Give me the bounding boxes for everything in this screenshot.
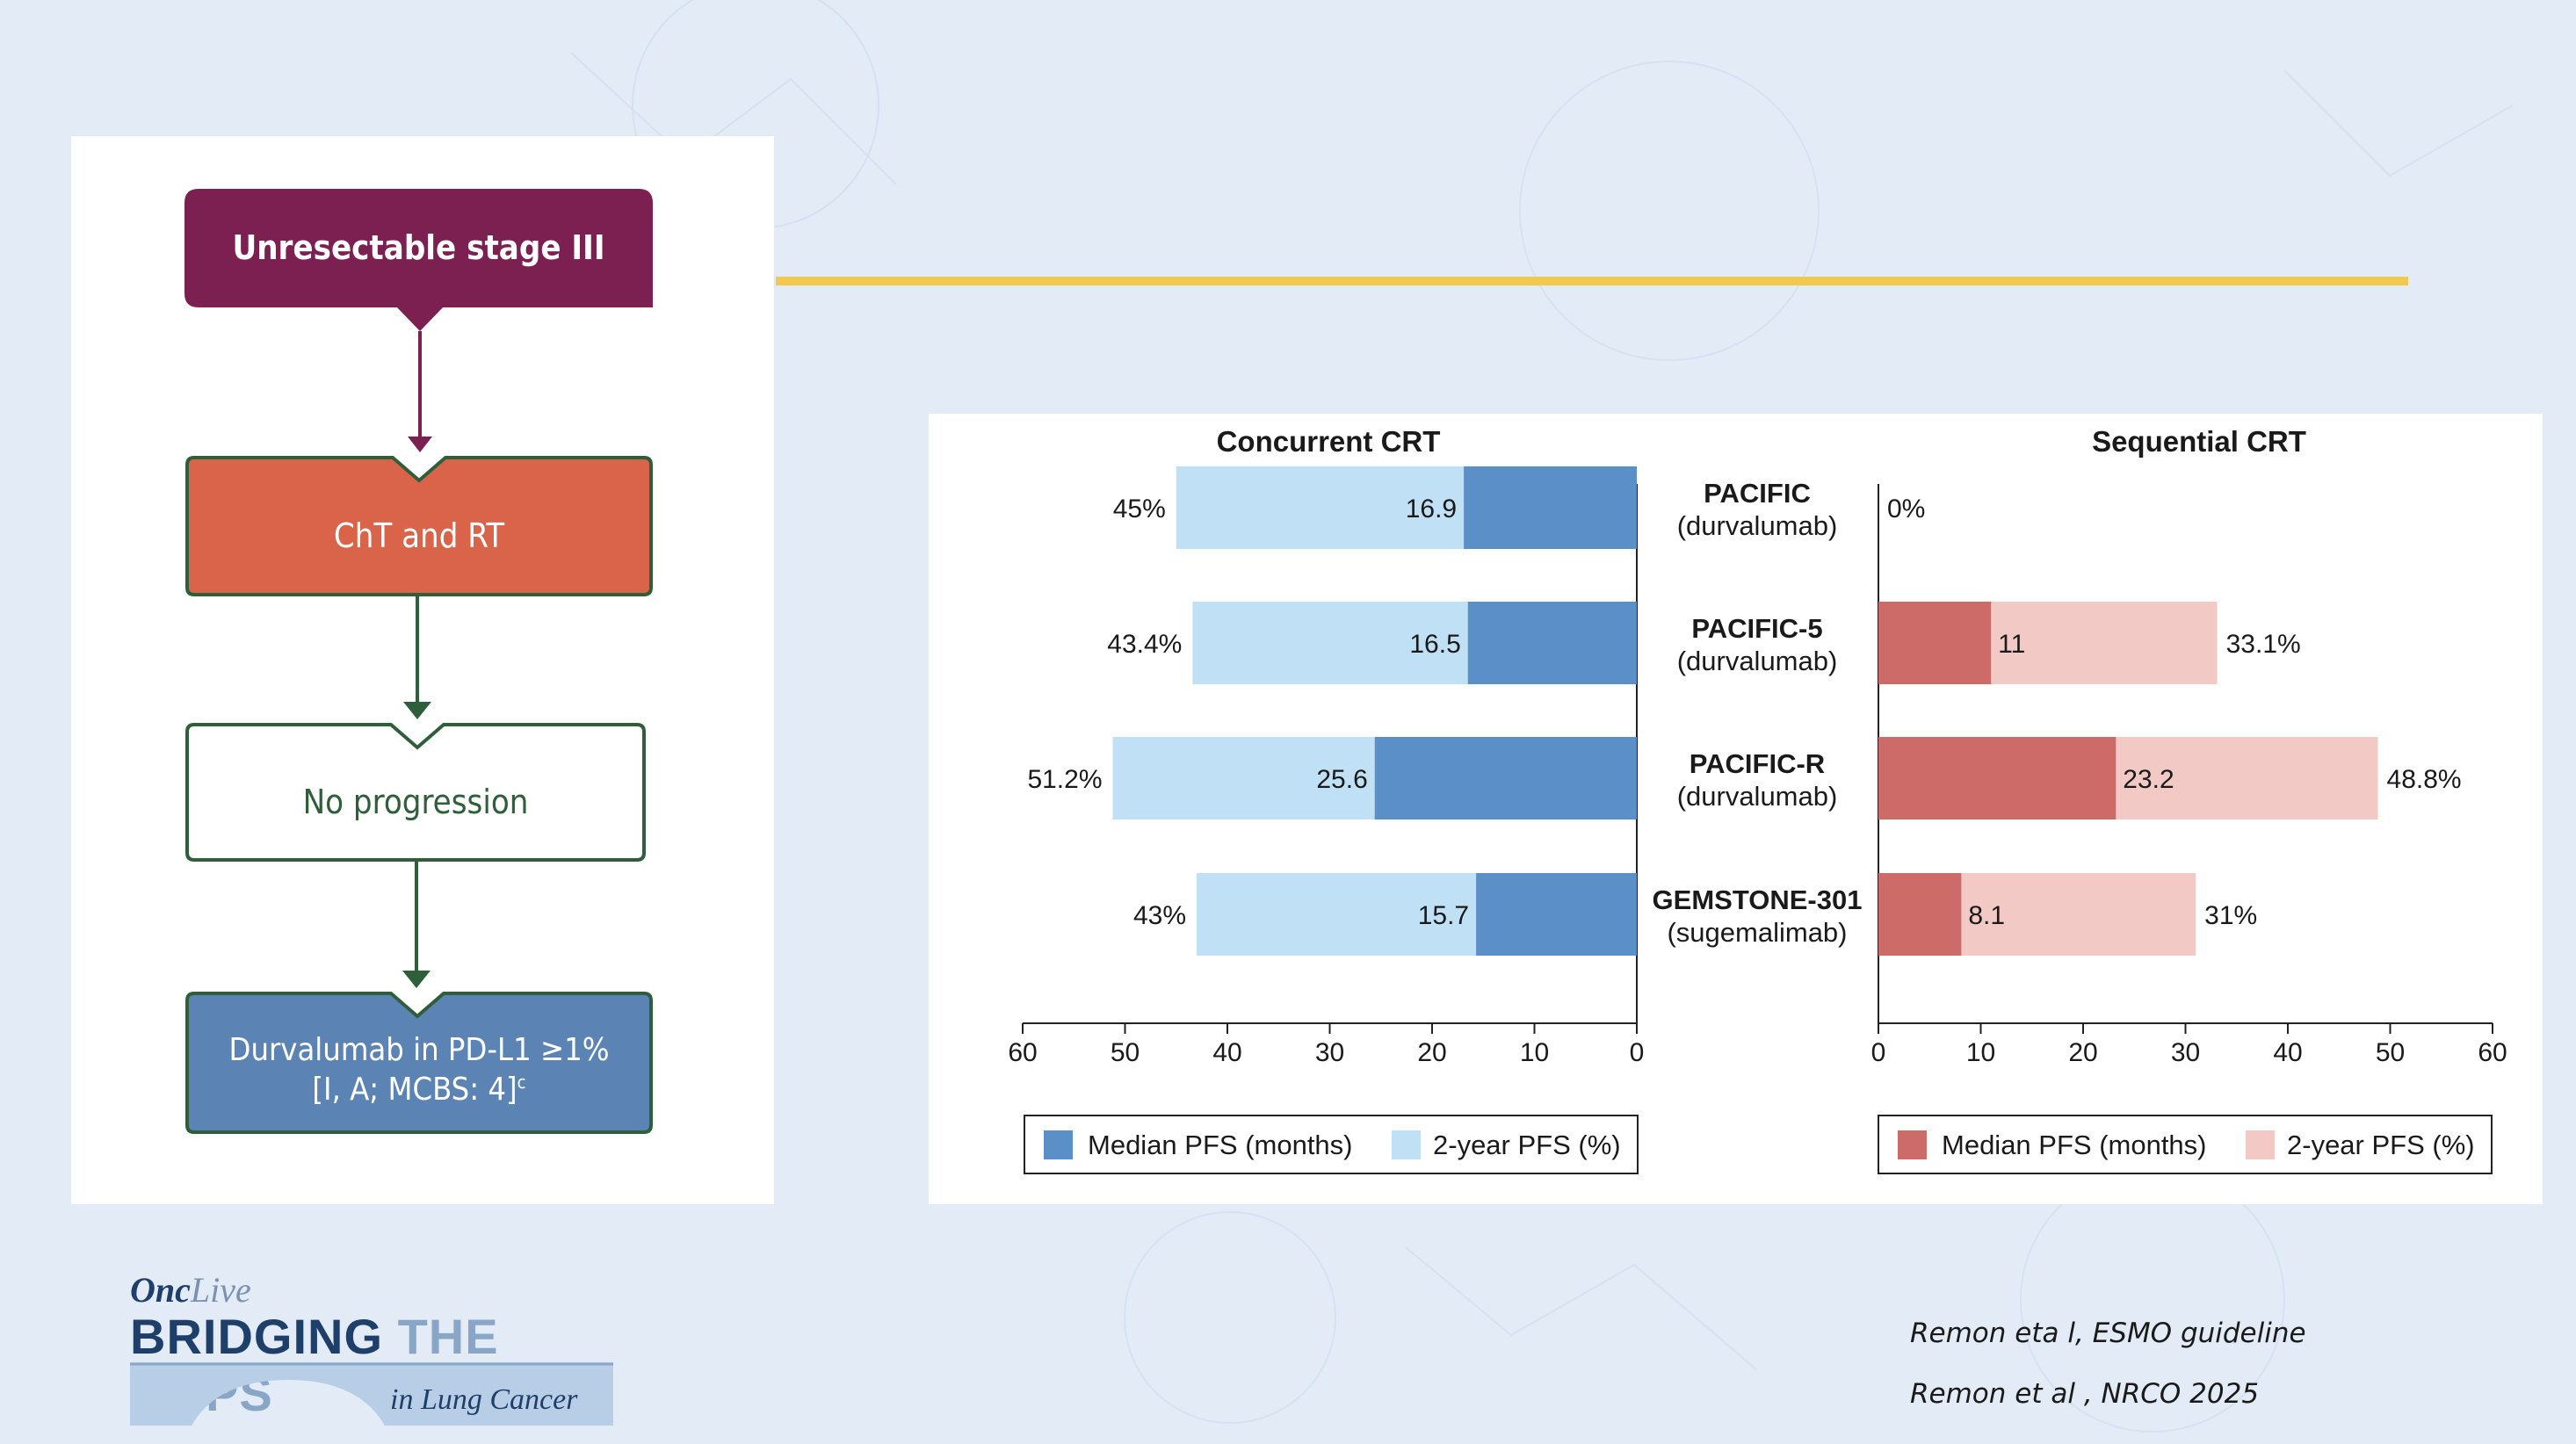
flowchart-panel: Unresectable stage III ChT and RT No pro… (71, 136, 774, 1204)
onclive-logo: OncLive BRIDGING THE GAPS in Lung Cancer (130, 1269, 622, 1432)
start-box-pointer (396, 307, 444, 331)
step1-box-shape (185, 456, 653, 596)
sequential-legend-median-label: Median PFS (months) (1942, 1130, 2207, 1160)
concurrent-legend-median-label: Median PFS (months) (1088, 1130, 1353, 1160)
trial-drug-4: (sugemalimab) (1667, 917, 1847, 948)
concurrent-median-label-3: 25.6 (1316, 765, 1367, 794)
sequential-median-bar-3 (1878, 737, 2117, 819)
concurrent-tick-label-2: 50 (1111, 1038, 1140, 1067)
sequential-legend (1878, 1115, 2493, 1174)
logo-brand-bold: Onc (130, 1270, 191, 1310)
sequential-tick-label-1: 0 (1871, 1038, 1886, 1067)
sequential-median-label-2: 11 (1998, 630, 2025, 659)
logo-arch-icon (130, 1362, 613, 1426)
step2-box-label: No progression (302, 783, 529, 822)
concurrent-median-bar-1 (1464, 466, 1637, 549)
sequential-pfs-label-2: 33.1% (2226, 630, 2301, 659)
concurrent-median-label-4: 15.7 (1418, 901, 1469, 930)
end-box-shape (185, 992, 653, 1134)
arrow-head-3 (402, 971, 431, 988)
trial-drug-3: (durvalumab) (1677, 781, 1838, 812)
sequential-legend-pfs-label: 2-year PFS (%) (2287, 1130, 2475, 1160)
concurrent-legend (1024, 1115, 1639, 1174)
concurrent-tick-label-3: 40 (1212, 1038, 1241, 1067)
logo-brand: OncLive (130, 1269, 251, 1310)
sequential-tick-label-6: 50 (2376, 1038, 2405, 1067)
concurrent-tick-label-1: 60 (1008, 1038, 1037, 1067)
concurrent-tick-label-5: 20 (1417, 1038, 1446, 1067)
step1-box-label: ChT and RT (333, 516, 505, 556)
concurrent-median-label-1: 16.9 (1406, 495, 1457, 523)
arrow-head-1 (408, 437, 432, 452)
concurrent-legend-pfs-swatch (1392, 1130, 1421, 1159)
chart-panel: Concurrent CRT Sequential CRT 16.9 45% 16.5 4… (929, 414, 2543, 1204)
concurrent-tick-label-4: 30 (1315, 1038, 1344, 1067)
pfs-bar-chart: Concurrent CRT Sequential CRT 16.9 45% 16.5 4… (1008, 425, 2507, 1174)
sequential-tick-label-2: 10 (1966, 1038, 1995, 1067)
end-box-label-line1: Durvalumab in PD-L1 ≥1% (228, 1032, 610, 1068)
concurrent-legend-median-swatch (1044, 1130, 1073, 1159)
step2-box-shape (185, 723, 646, 862)
concurrent-pfs-label-2: 43.4% (1107, 630, 1182, 659)
sequential-median-label-3: 23.2 (2123, 765, 2174, 794)
sequential-median-bar-4 (1878, 873, 1962, 956)
panel-title-2: Sequential CRT (2092, 425, 2306, 458)
reference-2: Remon et al , NRCO 2025 (1910, 1378, 2260, 1410)
start-box: Unresectable stage III (185, 189, 653, 307)
end-box-label-line2-text: [I, A; MCBS: 4] (312, 1072, 517, 1108)
step1-box: ChT and RT (187, 479, 651, 595)
sequential-pfs-label-1: 0% (1887, 495, 1925, 523)
trial-name-2: PACIFIC-5 (1691, 613, 1822, 644)
sequential-tick-label-4: 30 (2171, 1038, 2200, 1067)
logo-brand-light: Live (190, 1270, 251, 1310)
panel-title-1: Concurrent CRT (1217, 425, 1441, 458)
logo-title-dark: BRIDGING (130, 1309, 383, 1364)
concurrent-pfs-label-4: 43% (1133, 901, 1186, 930)
concurrent-median-bar-4 (1476, 873, 1637, 956)
sequential-tick-label-7: 60 (2478, 1038, 2507, 1067)
step2-box: No progression (187, 746, 644, 860)
sequential-pfs-label-3: 48.8% (2387, 765, 2462, 794)
arrow-head-2 (403, 702, 431, 719)
concurrent-legend-pfs-label: 2-year PFS (%) (1433, 1130, 1621, 1160)
concurrent-median-bar-3 (1374, 737, 1637, 819)
concurrent-pfs-label-3: 51.2% (1027, 765, 1102, 794)
concurrent-tick-label-7: 0 (1630, 1038, 1645, 1067)
trial-name-4: GEMSTONE-301 (1653, 884, 1863, 915)
trial-name-1: PACIFIC (1704, 478, 1811, 509)
end-box-footnote: c (517, 1072, 526, 1093)
flowchart-connectors (185, 189, 653, 1134)
sequential-legend-median-swatch (1898, 1130, 1927, 1159)
trial-name-3: PACIFIC-R (1690, 748, 1825, 779)
start-box-shape (185, 189, 653, 307)
logo-subtitle: in Lung Cancer (390, 1383, 578, 1416)
trial-drug-1: (durvalumab) (1677, 510, 1838, 541)
concurrent-median-label-2: 16.5 (1409, 630, 1460, 659)
start-box-label: Unresectable stage III (232, 227, 605, 267)
divider-line (776, 277, 2408, 285)
sequential-pfs-label-4: 31% (2204, 901, 2257, 930)
trial-drug-2: (durvalumab) (1677, 646, 1838, 676)
concurrent-median-bar-2 (1467, 602, 1637, 684)
end-box: Durvalumab in PD-L1 ≥1% [I, A; MCBS: 4]c (187, 1007, 651, 1132)
concurrent-pfs-label-1: 45% (1113, 495, 1166, 523)
sequential-tick-label-5: 40 (2273, 1038, 2302, 1067)
sequential-median-label-4: 8.1 (1968, 901, 2005, 930)
sequential-legend-pfs-swatch (2246, 1130, 2275, 1159)
concurrent-tick-label-6: 10 (1520, 1038, 1549, 1067)
sequential-median-bar-2 (1878, 602, 1992, 684)
sequential-tick-label-3: 20 (2068, 1038, 2097, 1067)
reference-1: Remon eta l, ESMO guideline (1910, 1318, 2306, 1349)
end-box-label-line2: [I, A; MCBS: 4]c (312, 1070, 525, 1109)
